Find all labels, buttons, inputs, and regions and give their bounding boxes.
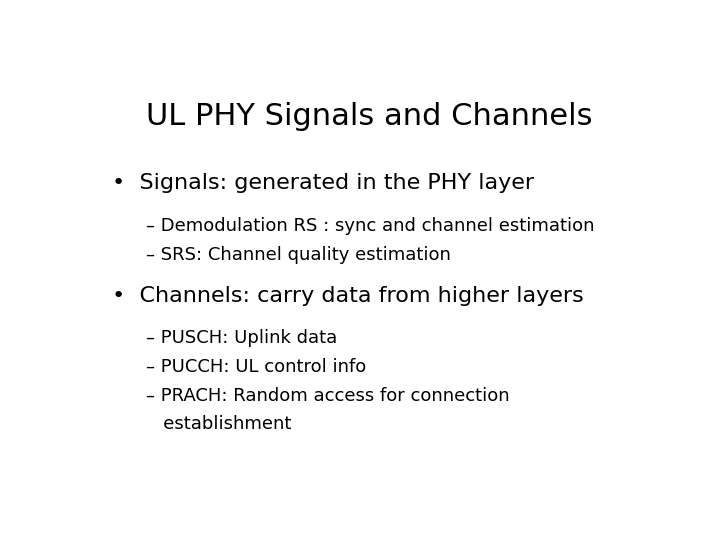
Text: – Demodulation RS : sync and channel estimation: – Demodulation RS : sync and channel est… [145,217,594,234]
Text: •  Channels: carry data from higher layers: • Channels: carry data from higher layer… [112,286,584,306]
Text: •  Signals: generated in the PHY layer: • Signals: generated in the PHY layer [112,173,534,193]
Text: – PRACH: Random access for connection: – PRACH: Random access for connection [145,387,510,405]
Text: – SRS: Channel quality estimation: – SRS: Channel quality estimation [145,246,451,264]
Text: establishment: establishment [145,415,291,433]
Text: – PUCCH: UL control info: – PUCCH: UL control info [145,358,366,376]
Text: – PUSCH: Uplink data: – PUSCH: Uplink data [145,329,337,347]
Text: UL PHY Signals and Channels: UL PHY Signals and Channels [145,102,593,131]
